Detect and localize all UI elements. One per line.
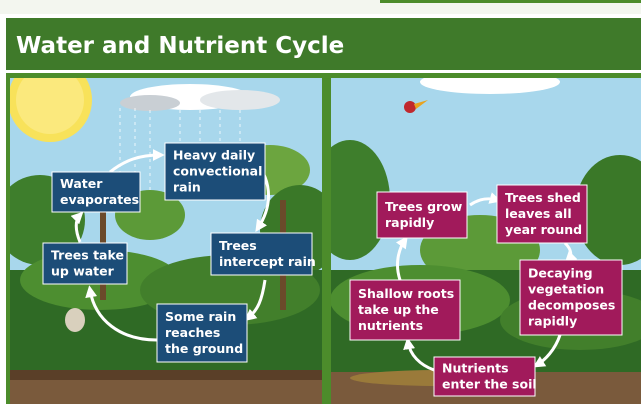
node-text: up water [51, 264, 115, 279]
node-text: take up the [358, 302, 439, 317]
node-text: year round [505, 222, 582, 237]
node-text: intercept rain [219, 254, 316, 269]
node-text: Trees shed [505, 190, 581, 205]
node-text: Decaying [528, 266, 593, 281]
node-text: enter the soil [442, 377, 537, 392]
node-text: Some rain [165, 309, 236, 324]
node-text: Heavy daily [173, 148, 255, 163]
node-text: Trees grow [385, 199, 463, 214]
node-text: Nutrients [442, 361, 509, 376]
node-text: Water [60, 176, 103, 191]
node-text: Shallow roots [358, 286, 454, 301]
node-text: reaches [165, 325, 220, 340]
node-text: Trees take [51, 248, 124, 263]
node-text: rain [173, 180, 201, 195]
node-text: evaporates [60, 192, 139, 207]
node-text: vegetation [528, 282, 604, 297]
node-text: rapidly [528, 314, 577, 329]
right-scene [310, 70, 641, 404]
node-text: rapidly [385, 215, 434, 230]
divider [322, 73, 331, 404]
header-title: Water and Nutrient Cycle [16, 33, 344, 59]
node-text: the ground [165, 341, 243, 356]
page: {"header": {"title": "Water and Nutrient… [0, 0, 641, 404]
diagram: Water and Nutrient Cycle [0, 0, 641, 404]
node-text: nutrients [358, 318, 423, 333]
node-text: decomposes [528, 298, 615, 313]
node-text: Trees [219, 238, 257, 253]
node-text: leaves all [505, 206, 572, 221]
node-text: convectional [173, 164, 262, 179]
top-accent [380, 0, 641, 3]
